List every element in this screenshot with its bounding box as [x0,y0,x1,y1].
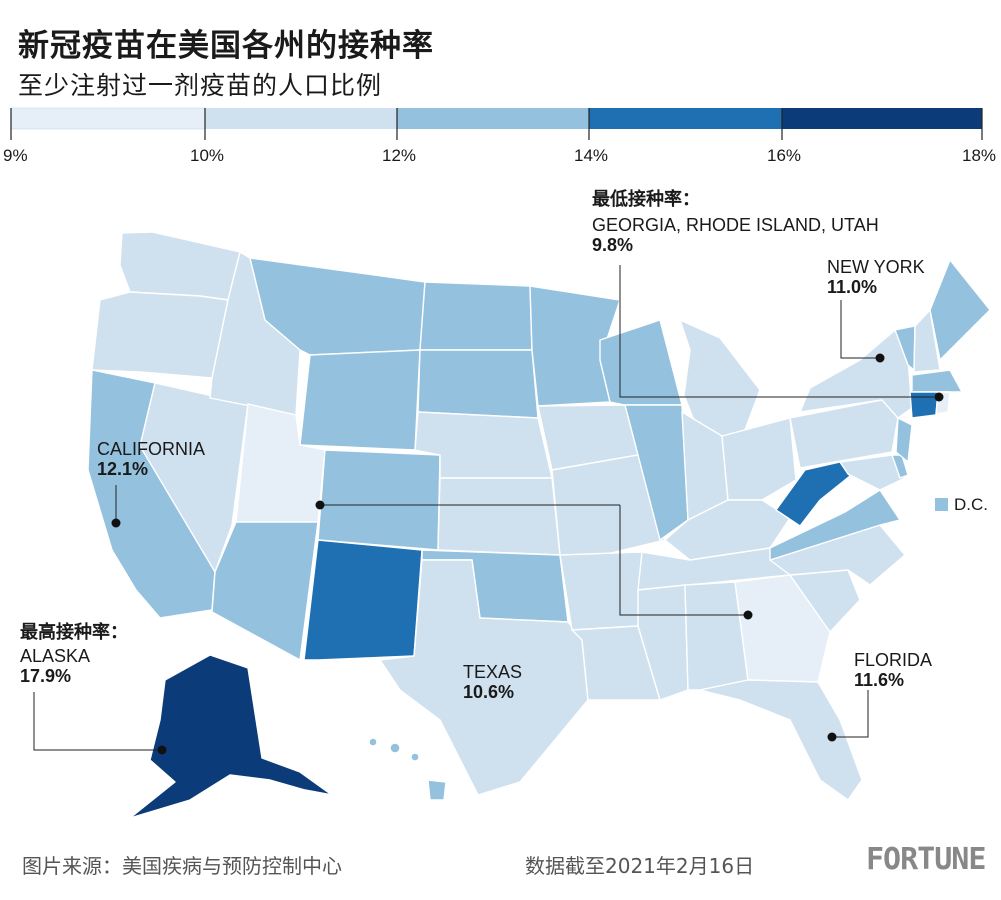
legend-tick-label: 14% [574,146,609,165]
legend-tick-label: 9% [3,146,28,165]
state-VA [769,489,901,561]
state-ME [929,259,991,361]
leader-dots [111,353,944,755]
color-legend: 9% 10% 12% 14% 16% 18% [0,107,1001,167]
state-AZ [211,521,319,661]
state-AK [129,654,333,819]
legend-bin [205,108,397,129]
leader-lowest [619,265,934,398]
leader-dot [875,353,885,363]
callout-value: 17.9% [20,665,72,686]
leader-new-york [840,300,880,359]
leader-lowest [619,505,748,616]
callout-lowest: 最低接种率： GEORGIA, RHODE ISLAND, UTAH 9.8% [592,190,879,255]
callout-new-york: NEW YORK 11.0% [827,257,925,298]
callout-value: 11.6% [854,669,905,690]
dc-legend: D.C. [935,495,988,515]
date-note: 数据截至2021年2月16日 [525,854,755,878]
callout-value: 12.1% [97,458,149,479]
callout-florida: FLORIDA 11.6% [854,650,933,691]
callout-heading: 最低接种率： [592,189,700,210]
source-note: 图片来源：美国疾病与预防控制中心 [22,854,342,878]
callout-value: 11.0% [827,276,878,297]
state-MA [911,369,963,393]
state-MO [551,454,666,561]
state-SD [417,349,539,419]
brand-logo: FORTUNE [866,842,986,877]
leader-dot [827,732,837,742]
state-FL [699,679,863,801]
callout-name: TEXAS [463,662,523,682]
callout-california: CALIFORNIA 12.1% [97,439,206,480]
legend-tick-label: 16% [767,146,802,165]
state-AR [559,551,643,631]
leader-lines [33,265,934,751]
callout-value: 10.6% [463,681,515,702]
leader-dot [315,500,325,510]
state-NJ [895,417,913,463]
legend-bin [782,108,982,129]
callout-value: 9.8% [592,234,634,255]
callout-heading: 最高接种率： [20,622,128,643]
leader-dot [157,745,167,755]
chart-title: 新冠疫苗在美国各州的接种率 [18,28,434,64]
state-WI [599,319,683,406]
legend-tick-label: 18% [962,146,997,165]
callout-name: GEORGIA, RHODE ISLAND, UTAH [592,214,879,235]
callout-name: NEW YORK [827,257,925,277]
legend-tick-label: 12% [382,146,417,165]
callout-name: CALIFORNIA [97,439,206,459]
callout-name: ALASKA [20,645,91,666]
state-WY [299,349,421,451]
callout-highest: 最高接种率： ALASKA 17.9% [20,623,128,686]
callout-texas: TEXAS 10.6% [463,662,523,703]
state-HI [368,737,447,801]
state-WA [119,231,241,301]
legend-bar [10,107,983,140]
state-NH [913,309,941,373]
state-KS [437,477,561,556]
leader-dot [934,392,944,402]
state-OH [721,417,797,501]
state-NM [303,539,423,661]
state-CT [909,391,939,419]
state-OR [91,291,229,379]
leader-dot [743,610,753,620]
dc-label: D.C. [954,495,988,514]
legend-bin [397,108,589,129]
leader-alaska [33,692,162,751]
chart-subtitle: 至少注射过一剂疫苗的人口比例 [18,71,383,100]
callout-name: FLORIDA [854,650,933,670]
state-TX [379,559,589,796]
legend-bin [589,108,782,129]
state-CO [317,449,441,551]
leader-dot [111,518,121,528]
state-ND [419,281,533,351]
state-IL [624,404,689,541]
state-MS [637,584,689,701]
legend-tick-label: 10% [190,146,225,165]
state-MD [839,454,906,491]
state-WV [775,461,851,527]
state-PA [789,399,899,469]
leader-florida [832,690,869,738]
dc-swatch [935,498,948,511]
state-GA [734,574,831,683]
